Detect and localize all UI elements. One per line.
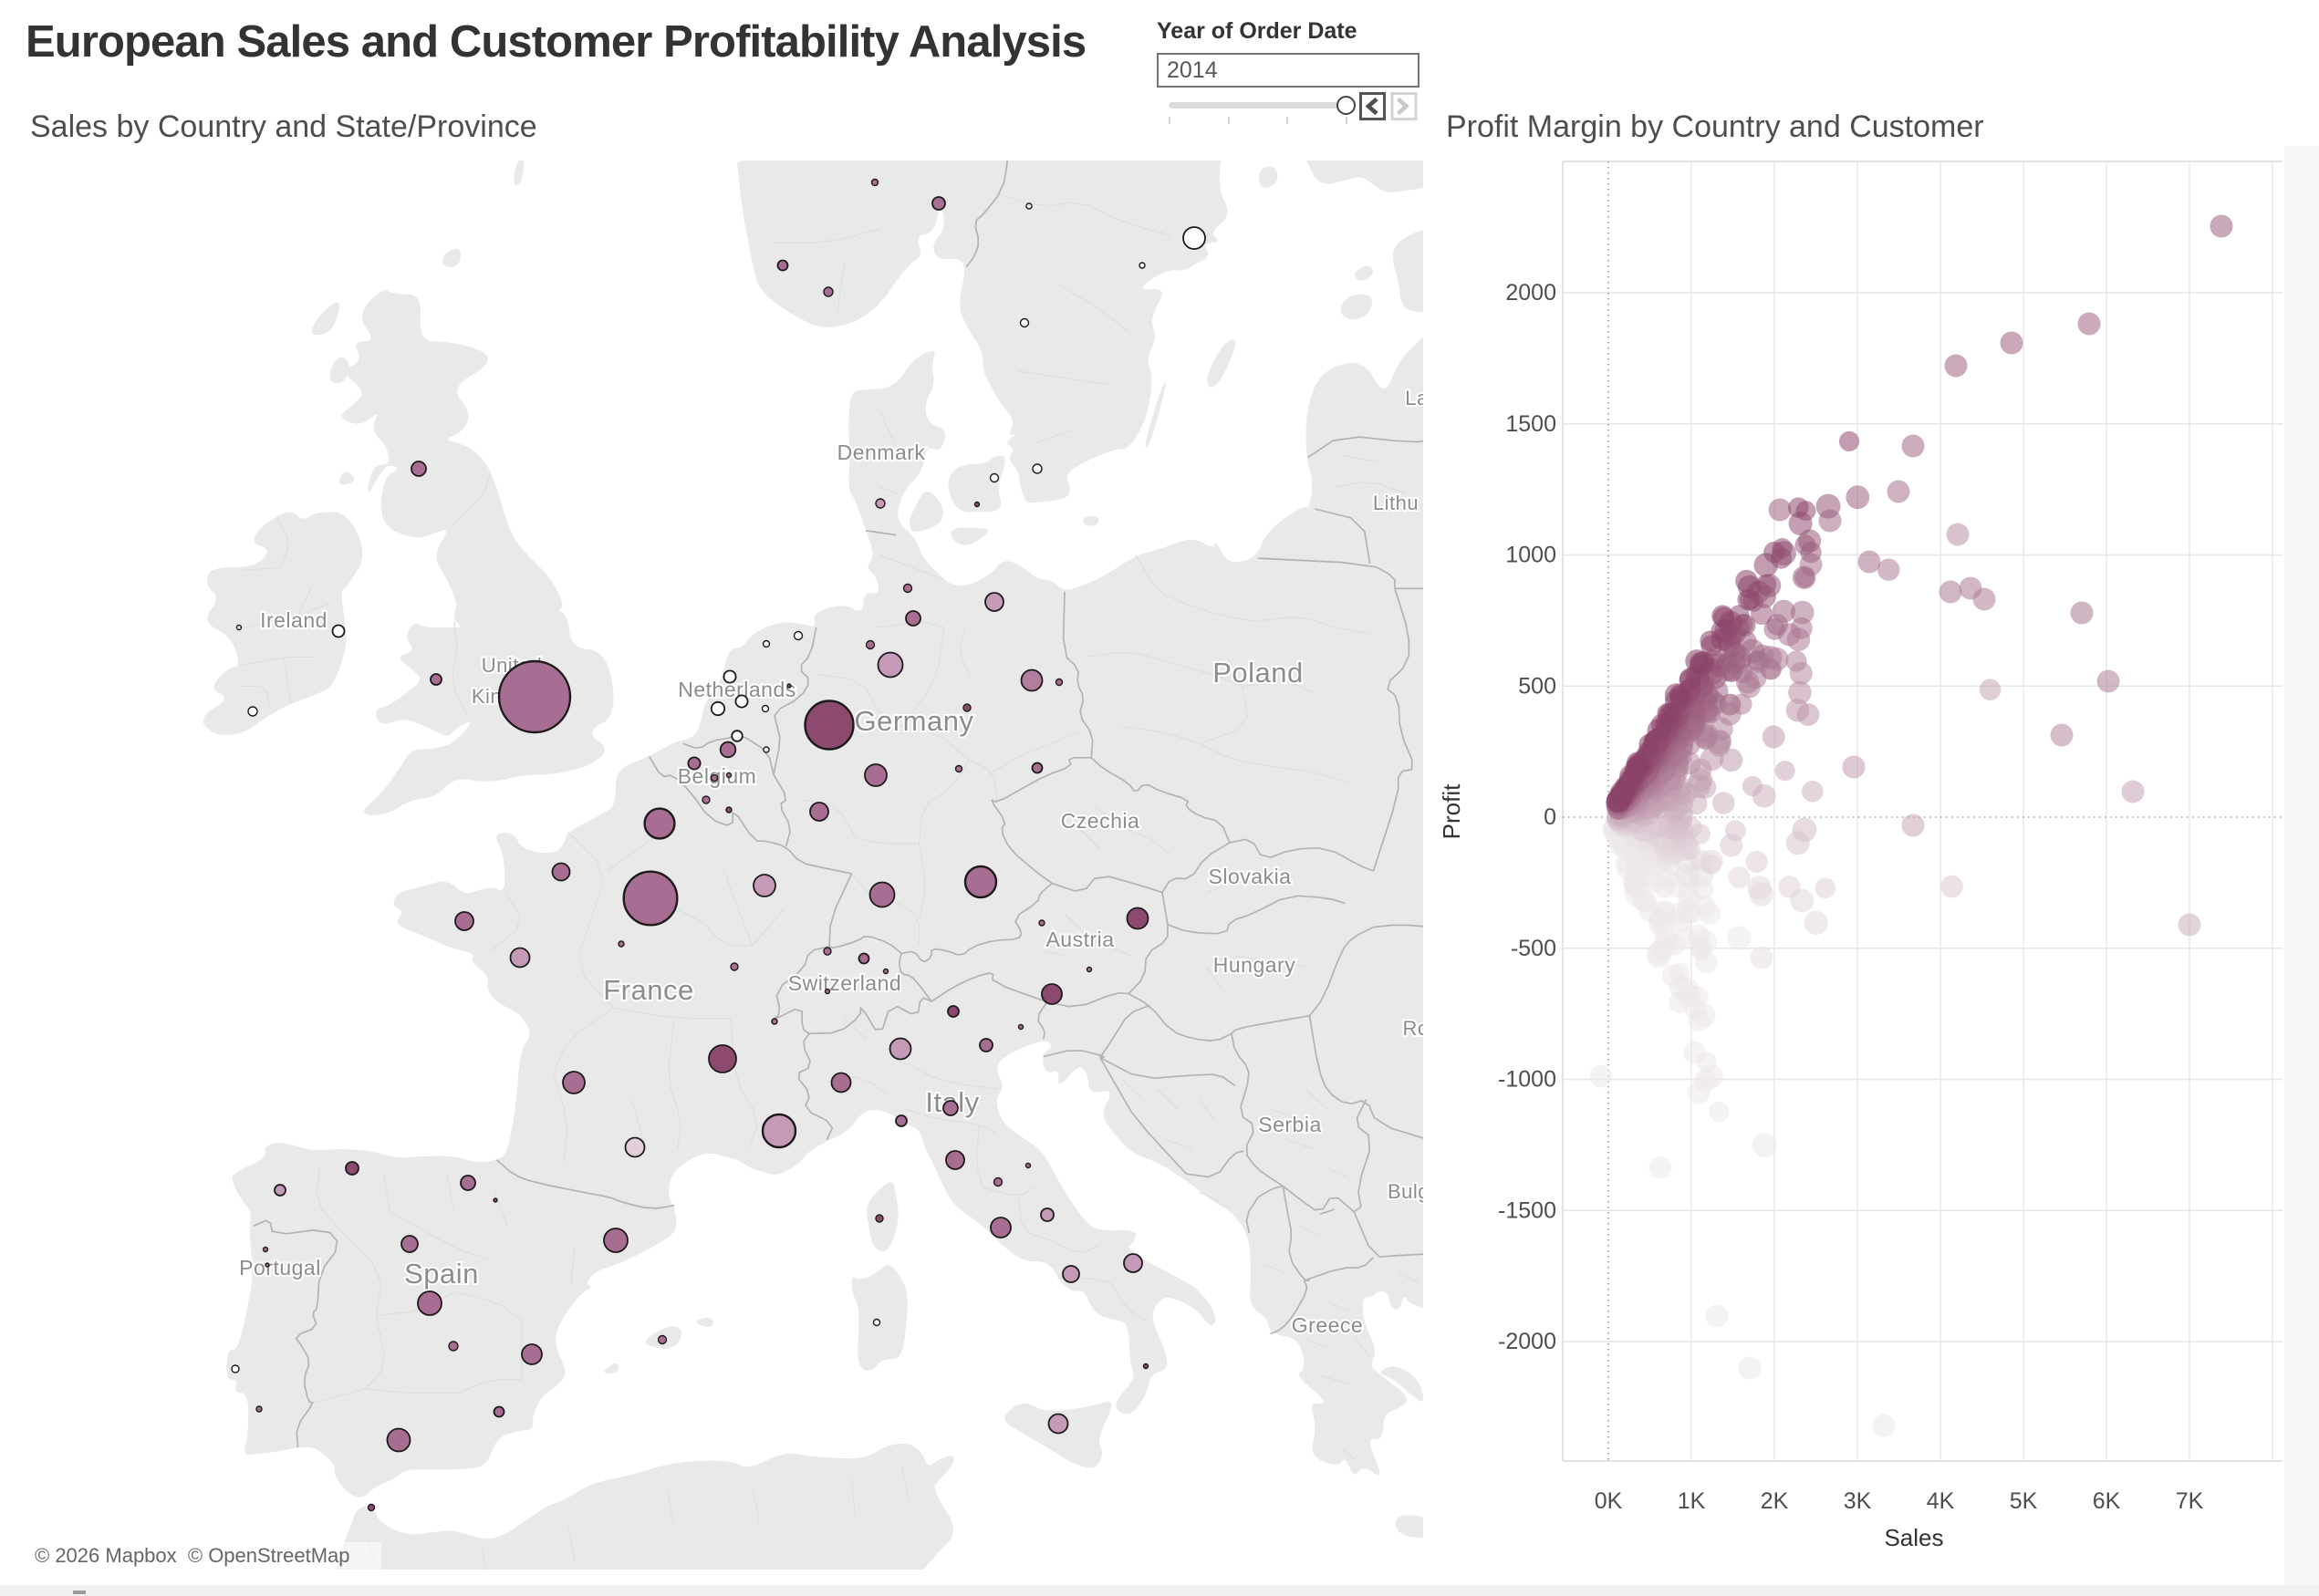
svg-text:Bulg: Bulg xyxy=(1388,1180,1423,1203)
svg-text:4K: 4K xyxy=(1927,1488,1955,1514)
svg-text:-1000: -1000 xyxy=(1498,1067,1556,1093)
svg-text:Czechia: Czechia xyxy=(1061,809,1140,833)
svg-text:Ro: Ro xyxy=(1402,1017,1423,1040)
svg-text:Spain: Spain xyxy=(404,1258,479,1290)
svg-text:0K: 0K xyxy=(1595,1488,1623,1514)
svg-text:Hungary: Hungary xyxy=(1213,953,1295,977)
svg-text:Poland: Poland xyxy=(1212,657,1304,689)
svg-text:Serbia: Serbia xyxy=(1258,1113,1321,1136)
svg-text:-2000: -2000 xyxy=(1498,1329,1556,1354)
svg-text:7K: 7K xyxy=(2176,1488,2204,1514)
svg-text:Germany: Germany xyxy=(855,705,974,737)
svg-text:Lithu: Lithu xyxy=(1373,492,1419,514)
svg-text:Slovakia: Slovakia xyxy=(1209,865,1292,888)
svg-text:1K: 1K xyxy=(1678,1488,1706,1514)
svg-text:Portugal: Portugal xyxy=(239,1256,321,1280)
svg-text:1000: 1000 xyxy=(1505,543,1556,568)
svg-text:Sales: Sales xyxy=(1884,1524,1943,1551)
svg-text:500: 500 xyxy=(1518,673,1556,699)
svg-text:-1500: -1500 xyxy=(1498,1197,1556,1223)
svg-text:Ireland: Ireland xyxy=(260,608,328,632)
svg-text:Denmark: Denmark xyxy=(837,440,926,464)
svg-text:Greece: Greece xyxy=(1292,1313,1363,1337)
svg-text:0: 0 xyxy=(1544,804,1556,830)
svg-text:2000: 2000 xyxy=(1505,280,1556,306)
svg-text:2K: 2K xyxy=(1761,1488,1789,1514)
svg-text:5K: 5K xyxy=(2010,1488,2038,1514)
svg-text:Austria: Austria xyxy=(1045,928,1114,951)
svg-text:1500: 1500 xyxy=(1505,411,1556,437)
svg-text:La: La xyxy=(1405,387,1423,409)
svg-text:6K: 6K xyxy=(2093,1488,2121,1514)
svg-text:France: France xyxy=(603,974,693,1006)
svg-text:Switzerland: Switzerland xyxy=(788,971,901,995)
svg-text:-500: -500 xyxy=(1511,936,1556,961)
svg-text:3K: 3K xyxy=(1844,1488,1872,1514)
svg-text:Profit: Profit xyxy=(1438,783,1465,839)
